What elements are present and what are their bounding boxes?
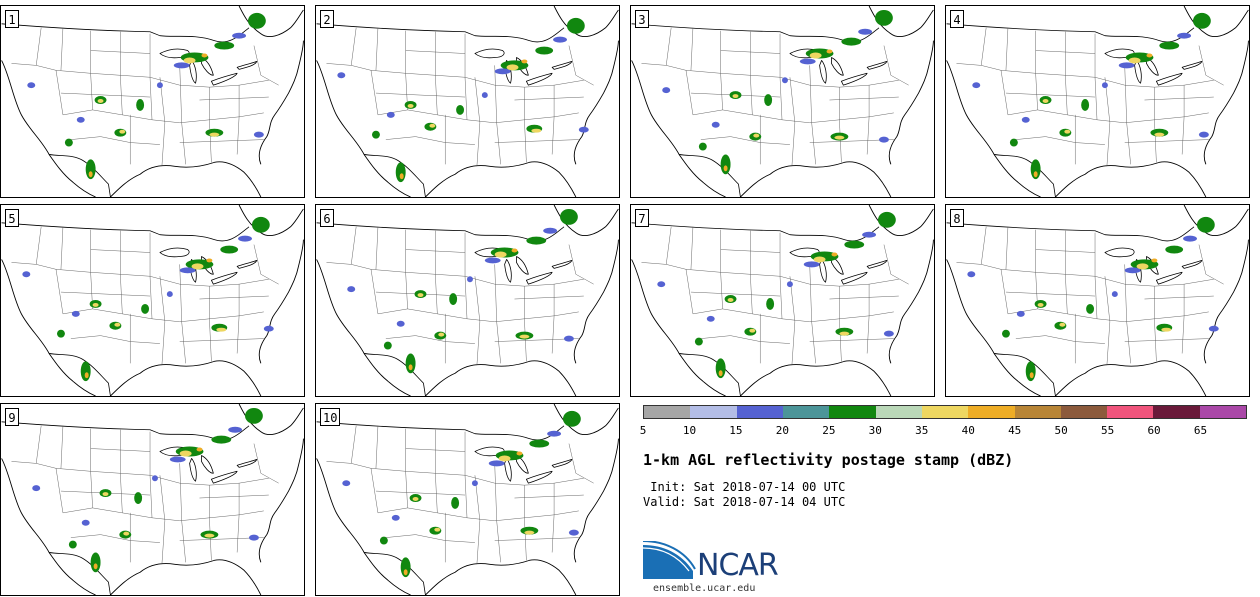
reflectivity-map: [1, 6, 304, 197]
colorbar-tick-label: 5: [639, 424, 647, 437]
colorbar: [643, 405, 1247, 419]
map-panel-6: 6: [315, 204, 620, 397]
colorbar-segment: [644, 406, 691, 418]
colorbar-segment: [1199, 406, 1247, 418]
member-label: 8: [950, 209, 964, 227]
member-label: 9: [5, 408, 19, 426]
map-panel-4: 4: [945, 5, 1250, 198]
member-label: 10: [320, 408, 341, 426]
ncar-logo-text: NCAR: [697, 548, 779, 583]
reflectivity-map: [631, 6, 934, 197]
colorbar-tick-label: 40: [961, 424, 975, 437]
colorbar-tick-label: 50: [1054, 424, 1068, 437]
ncar-logo: [643, 541, 696, 579]
member-label: 2: [320, 10, 334, 28]
figure-title: 1-km AGL reflectivity postage stamp (dBZ…: [643, 451, 1014, 469]
colorbar-segment: [968, 406, 1015, 418]
colorbar-segment: [921, 406, 969, 418]
colorbar-tick-label: 45: [1008, 424, 1022, 437]
website-url: ensemble.ucar.edu: [653, 583, 756, 594]
reflectivity-map: [316, 6, 619, 197]
colorbar-segment: [736, 406, 783, 418]
member-label: 5: [5, 209, 19, 227]
reflectivity-map: [316, 205, 619, 396]
colorbar-segment: [1153, 406, 1200, 418]
member-label: 4: [950, 10, 964, 28]
colorbar-tick-label: 10: [682, 424, 697, 437]
reflectivity-map: [631, 205, 934, 396]
colorbar-tick-label: 65: [1193, 424, 1208, 437]
member-label: 7: [635, 209, 649, 227]
map-panel-5: 5: [0, 204, 305, 397]
colorbar-segment: [829, 406, 876, 418]
colorbar-segment: [690, 406, 737, 418]
colorbar-tick-label: 55: [1100, 424, 1115, 437]
map-panel-10: 10: [315, 403, 620, 596]
colorbar-tick-label: 30: [868, 424, 882, 437]
reflectivity-map: [1, 205, 304, 396]
colorbar-tick-label: 25: [822, 424, 836, 437]
reflectivity-map: [1, 404, 304, 595]
colorbar-ticks: 5 10 15 20 25 30 35 40 45 50 55 60 65: [639, 424, 1247, 438]
colorbar-segment: [1107, 406, 1154, 418]
member-label: 1: [5, 10, 19, 28]
reflectivity-map: [946, 6, 1249, 197]
colorbar-segment: [782, 406, 830, 418]
map-panel-7: 7: [630, 204, 935, 397]
map-panel-2: 2: [315, 5, 620, 198]
map-panel-9: 9: [0, 403, 305, 596]
colorbar-tick-label: 60: [1147, 424, 1161, 437]
colorbar-tick-label: 35: [915, 424, 929, 437]
colorbar-segment: [1014, 406, 1061, 418]
map-panel-8: 8: [945, 204, 1250, 397]
valid-time: Valid: Sat 2018-07-14 04 UTC: [643, 495, 846, 509]
map-panel-3: 3: [630, 5, 935, 198]
reflectivity-map: [316, 404, 619, 595]
colorbar-segment: [1060, 406, 1108, 418]
init-time: Init: Sat 2018-07-14 00 UTC: [643, 480, 846, 494]
colorbar-tick-label: 20: [775, 424, 789, 437]
map-panel-1: 1: [0, 5, 305, 198]
colorbar-segment: [875, 406, 922, 418]
member-label: 6: [320, 209, 334, 227]
reflectivity-map: [946, 205, 1249, 396]
member-label: 3: [635, 10, 649, 28]
colorbar-tick-label: 15: [729, 424, 743, 437]
